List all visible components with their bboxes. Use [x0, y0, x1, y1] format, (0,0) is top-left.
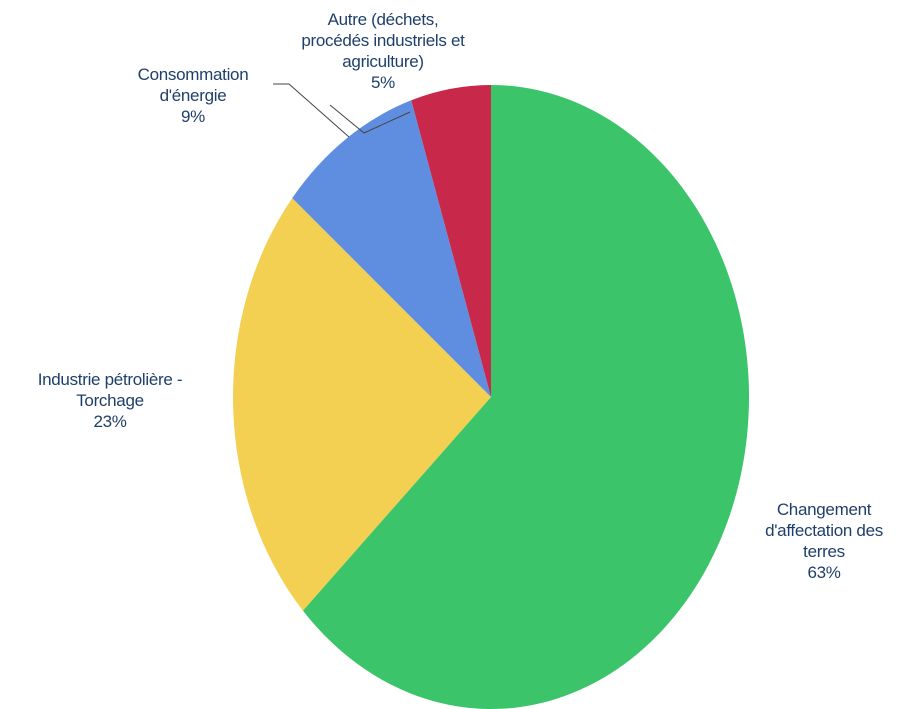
slice-label-autre-line-3: agriculture): [342, 52, 424, 71]
leader-line-consommation: [273, 83, 350, 138]
slice-value-consommation: 9%: [181, 107, 205, 126]
pie-slice-industrie: [233, 198, 491, 611]
slice-label-industrie-line-1: Industrie pétrolière -: [37, 370, 183, 389]
slice-label-consommation: Consommation d'énergie 9%: [123, 64, 263, 127]
slice-value-industrie: 23%: [93, 412, 127, 431]
pie-slices: [233, 85, 750, 709]
pie-slice-changement: [302, 85, 750, 709]
leader-lines: [273, 83, 411, 138]
slice-label-industrie: Industrie pétrolière - Torchage 23%: [10, 369, 210, 432]
slice-label-industrie-line-2: Torchage: [76, 391, 144, 410]
slice-value-autre: 5%: [371, 73, 395, 92]
slice-label-consommation-line-2: d'énergie: [159, 86, 227, 105]
slice-label-consommation-line-1: Consommation: [137, 65, 249, 84]
slice-label-autre-line-1: Autre (déchets,: [327, 10, 439, 29]
slice-label-autre: Autre (déchets, procédés industriels et …: [278, 9, 488, 93]
slice-value-changement: 63%: [807, 563, 841, 582]
slice-label-changement-line-3: terres: [803, 542, 845, 561]
slice-label-changement: Changement d'affectation des terres 63%: [744, 499, 904, 583]
pie-slice-consommation: [292, 100, 491, 398]
pie-slice-autre: [411, 85, 491, 397]
slice-label-changement-line-1: Changement: [776, 500, 872, 519]
leader-line-autre: [329, 104, 411, 134]
slice-label-changement-line-2: d'affectation des: [765, 521, 883, 540]
slice-label-autre-line-2: procédés industriels et: [301, 31, 465, 50]
